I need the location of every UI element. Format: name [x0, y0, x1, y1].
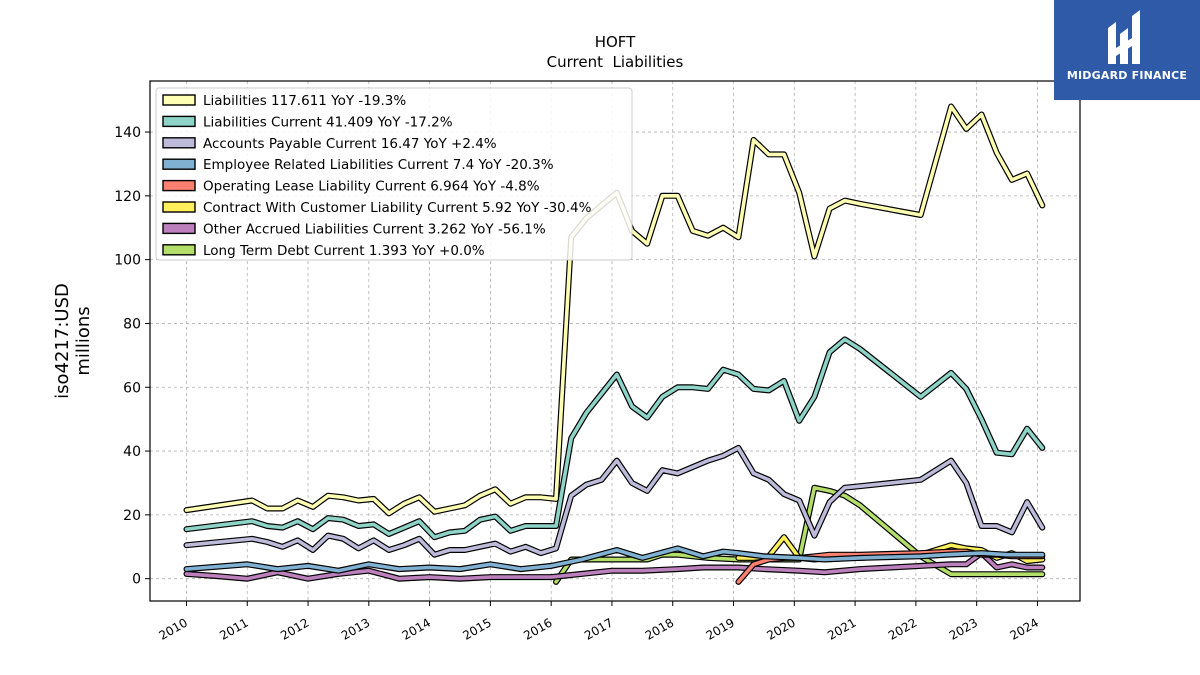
x-tick-label: 2017: [582, 615, 615, 642]
x-tick-label: 2024: [1007, 615, 1040, 642]
legend-label: Contract With Customer Liability Current…: [203, 200, 592, 216]
legend-box: [155, 87, 633, 261]
legend-label: Long Term Debt Current 1.393 YoY +0.0%: [203, 243, 485, 259]
x-tick-label: 2022: [886, 615, 919, 642]
y-axis-label-line2: millions: [73, 306, 94, 375]
legend-swatch: [162, 158, 196, 170]
y-tick-label: 40: [123, 444, 141, 460]
x-tick-label: 2013: [339, 615, 372, 642]
legend-swatch: [162, 137, 196, 149]
x-tick-label: 2019: [704, 615, 737, 642]
legend-label: Other Accrued Liabilities Current 3.262 …: [203, 221, 546, 237]
chart-subtitle: Current Liabilities: [547, 53, 684, 71]
legend-swatch: [162, 201, 196, 213]
y-tick-label: 120: [114, 189, 141, 205]
series-line: [184, 546, 1045, 573]
series-line: [184, 337, 1045, 540]
series-line: [184, 446, 1045, 557]
x-tick-label: 2011: [217, 615, 250, 642]
legend-label: Liabilities 117.611 YoY -19.3%: [203, 93, 406, 109]
y-tick-label: 140: [114, 125, 141, 141]
y-tick-label: 60: [123, 380, 141, 396]
x-tick-label: 2015: [460, 615, 493, 642]
logo-mark-icon: [1108, 10, 1140, 64]
chart-title: HOFT: [595, 33, 636, 51]
legend-swatch: [162, 179, 196, 192]
legend-swatch: [162, 222, 196, 235]
x-tick-label: 2016: [521, 615, 554, 642]
x-tick-label: 2023: [947, 615, 980, 642]
x-tick-label: 2021: [825, 615, 858, 642]
legend: Liabilities 117.611 YoY -19.3% Liabilitie…: [155, 87, 633, 261]
x-tick-label: 2018: [643, 615, 676, 642]
legend-label: Accounts Payable Current 16.47 YoY +2.4%: [203, 136, 497, 152]
y-tick-label: 0: [132, 572, 141, 588]
x-tick-label: 2012: [278, 615, 311, 642]
legend-swatch: [162, 115, 196, 128]
y-tick-label: 20: [123, 508, 141, 524]
x-tick-label: 2010: [157, 615, 190, 642]
x-tick-label: 2020: [764, 615, 797, 642]
midgard-finance-logo: MIDGARD FINANCE: [1054, 0, 1200, 100]
legend-label: Liabilities Current 41.409 YoY -17.2%: [203, 114, 453, 130]
legend-swatch: [162, 94, 196, 106]
legend-label: Employee Related Liabilities Current 7.4…: [203, 157, 554, 173]
series-line: [184, 551, 1045, 581]
y-tick-label: 80: [123, 316, 141, 332]
x-tick-label: 2014: [400, 615, 433, 642]
y-tick-label: 100: [114, 253, 141, 269]
y-axis-label-line1: iso4217:USD: [52, 283, 73, 399]
legend-swatch: [162, 244, 196, 256]
legend-label: Operating Lease Liability Current 6.964 …: [203, 179, 540, 195]
plot-frame: [149, 80, 1081, 602]
logo-text: MIDGARD FINANCE: [1066, 69, 1188, 82]
